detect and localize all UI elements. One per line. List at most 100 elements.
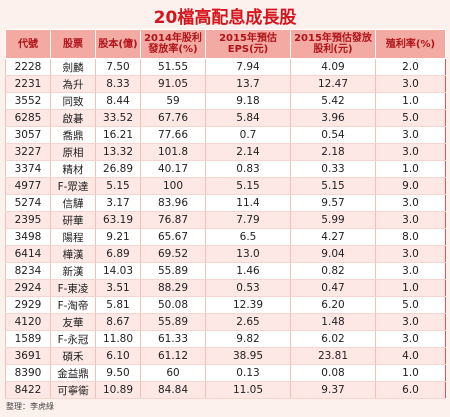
table-cell: 友華 [50,313,96,331]
table-cell: 0.53 [205,279,291,297]
table-cell: 0.82 [290,262,376,280]
table-cell: 3.51 [95,279,141,297]
title: 20檔高配息成長股 [153,8,297,28]
table-cell: 1.0 [375,92,446,110]
table-cell: 3.0 [375,143,446,161]
table-cell: 1.46 [205,262,291,280]
table-cell: 2.18 [290,143,376,161]
table-cell: 5.42 [290,92,376,110]
table-cell: 精材 [50,160,96,178]
table-cell: 研華 [50,211,96,229]
table-cell: 60 [140,364,206,382]
table-cell: 6414 [5,245,51,263]
table-cell: 61.12 [140,347,206,365]
table-row: 2395 研華 63.19 76.87 7.79 5.99 3.0 [5,211,446,229]
table-cell: 55.89 [140,262,206,280]
table-row: 3691 碩禾 6.10 61.12 38.95 23.81 4.0 [5,347,446,365]
table-cell: 8.0 [375,228,446,246]
table-cell: 12.47 [290,75,376,93]
table-cell: 3374 [5,160,51,178]
table-cell: 88.29 [140,279,206,297]
table-cell: 6.20 [290,296,376,314]
table-cell: 3.0 [375,194,446,212]
table-cell: 2929 [5,296,51,314]
table-cell: 3.17 [95,194,141,212]
table-cell: 91.05 [140,75,206,93]
table-cell: 8.33 [95,75,141,93]
table-cell: F-眾達 [50,177,96,195]
table-cell: 陽程 [50,228,96,246]
table-cell: 9.37 [290,381,376,399]
table-cell: 9.0 [375,177,446,195]
table-cell: 83.96 [140,194,206,212]
table-cell: 3498 [5,228,51,246]
table-cell: 5274 [5,194,51,212]
header-cell: 股票 [50,29,96,59]
table-cell: 77.66 [140,126,206,144]
table-cell: 33.52 [95,109,141,127]
table-cell: 2.65 [205,313,291,331]
table-cell: 同致 [50,92,96,110]
table-cell: 0.47 [290,279,376,297]
table-cell: 0.33 [290,160,376,178]
source: 整理：李虎綠 [6,402,54,411]
table-cell: 啟碁 [50,109,96,127]
table-cell: 0.08 [290,364,376,382]
table-cell: 0.83 [205,160,291,178]
table-cell: 6.5 [205,228,291,246]
table-cell: 6.10 [95,347,141,365]
table-cell: 3.0 [375,313,446,331]
table-cell: 8.67 [95,313,141,331]
table-cell: 5.99 [290,211,376,229]
table-row: 3498 陽程 9.21 65.67 6.5 4.27 8.0 [5,228,446,246]
table-cell: 為升 [50,75,96,93]
header-row: 代號 股票 股本(億) 2014年股利發放率(%) 2015年預估EPS(元) 2015年… [5,29,446,59]
table-row: 6285 啟碁 33.52 67.76 5.84 3.96 5.0 [5,109,446,127]
table-cell: 7.94 [205,58,291,76]
table-cell: 13.32 [95,143,141,161]
table-cell: 5.15 [95,177,141,195]
table-cell: 9.21 [95,228,141,246]
table-cell: 3227 [5,143,51,161]
table-cell: F-淘帝 [50,296,96,314]
table-cell: 101.8 [140,143,206,161]
table-cell: 9.18 [205,92,291,110]
table-cell: 8422 [5,381,51,399]
header-cell: 2015年預估發放股利(元) [290,29,376,59]
table-cell: 69.52 [140,245,206,263]
table-cell: 8234 [5,262,51,280]
table-cell: 0.7 [205,126,291,144]
table-cell: 2.0 [375,58,446,76]
table-cell: 金益鼎 [50,364,96,382]
table-cell: 10.89 [95,381,141,399]
table-cell: 8.44 [95,92,141,110]
table-cell: 可寧衛 [50,381,96,399]
table-cell: 1.0 [375,160,446,178]
table-cell: 5.84 [205,109,291,127]
table-row: 6414 樺漢 6.89 69.52 13.0 9.04 3.0 [5,245,446,263]
table-cell: 1.0 [375,279,446,297]
table-cell: 4.09 [290,58,376,76]
table-cell: 59 [140,92,206,110]
table-cell: 3.0 [375,126,446,144]
table-body: 2228 劍麟 7.50 51.55 7.94 4.09 2.0 2231 為升 8.33 91.0… [5,58,446,399]
table-cell: F-永冠 [50,330,96,348]
table-cell: 23.81 [290,347,376,365]
table-cell: 7.50 [95,58,141,76]
table-cell: 0.13 [205,364,291,382]
table-cell: 8390 [5,364,51,382]
table-cell: 1589 [5,330,51,348]
table-cell: 3.0 [375,262,446,280]
table-cell: 26.89 [95,160,141,178]
table-cell: 13.7 [205,75,291,93]
table-cell: 3552 [5,92,51,110]
table-cell: 劍麟 [50,58,96,76]
table-cell: 5.81 [95,296,141,314]
table-row: 5274 信驊 3.17 83.96 11.4 9.57 3.0 [5,194,446,212]
table-cell: 100 [140,177,206,195]
table-cell: 新漢 [50,262,96,280]
table-cell: 11.80 [95,330,141,348]
table-cell: 4.0 [375,347,446,365]
table-cell: 7.79 [205,211,291,229]
